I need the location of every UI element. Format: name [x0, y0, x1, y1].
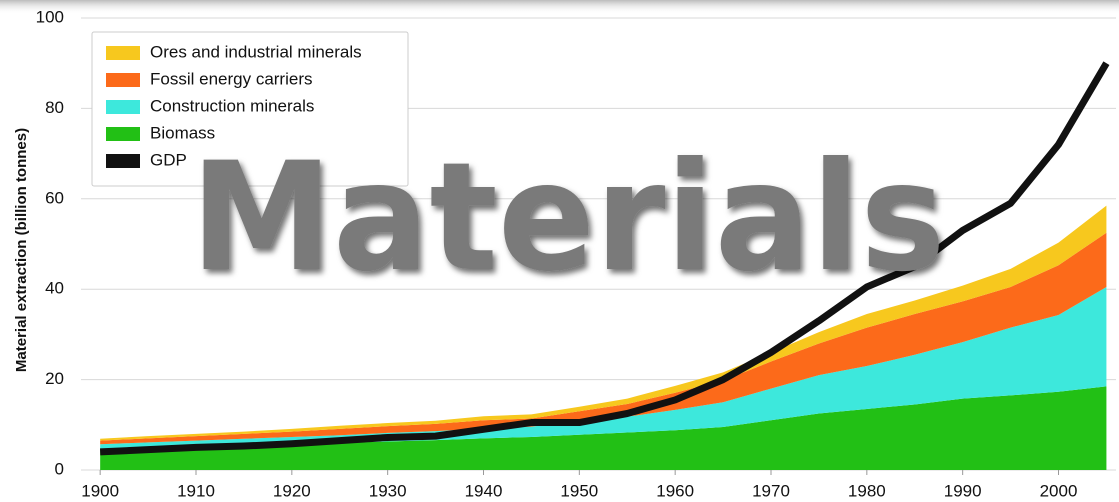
legend-label: Construction minerals [150, 96, 314, 115]
legend-label: Biomass [150, 123, 215, 142]
y-tick-label: 100 [36, 7, 64, 26]
y-tick-label: 60 [45, 188, 64, 207]
legend-label: GDP [150, 150, 187, 169]
legend-label: Ores and industrial minerals [150, 42, 362, 61]
x-tick-label: 1900 [81, 481, 119, 500]
area-series [100, 286, 1107, 450]
x-tick-label: 1990 [944, 481, 982, 500]
x-tick-label: 1980 [848, 481, 886, 500]
top-shade [0, 0, 1119, 14]
x-tick-label: 2000 [1040, 481, 1078, 500]
y-tick-label: 0 [55, 459, 64, 478]
y-tick-label: 20 [45, 369, 64, 388]
legend-swatch [106, 73, 140, 87]
line-series [100, 61, 1110, 456]
x-tick-label: 1960 [656, 481, 694, 500]
area-series [100, 232, 1107, 445]
legend-swatch [106, 100, 140, 114]
y-tick-label: 40 [45, 279, 64, 298]
x-tick-label: 1920 [273, 481, 311, 500]
overlay-title: Materials [191, 131, 946, 305]
legend-swatch [106, 127, 140, 141]
x-tick-label: 1950 [560, 481, 598, 500]
x-tick-label: 1940 [465, 481, 503, 500]
legend-box [91, 31, 409, 187]
x-tick-label: 1970 [752, 481, 790, 500]
x-tick-label: 1910 [177, 481, 215, 500]
y-tick-label: 80 [45, 98, 64, 117]
plot-area [81, 17, 1116, 475]
x-tick-label: 1930 [369, 481, 407, 500]
area-series [100, 386, 1107, 470]
y-axis-label: Material extraction (billion tonnes) [13, 128, 30, 372]
legend-swatch [106, 46, 140, 60]
legend-swatch [106, 154, 140, 168]
legend-label: Fossil energy carriers [150, 69, 313, 88]
